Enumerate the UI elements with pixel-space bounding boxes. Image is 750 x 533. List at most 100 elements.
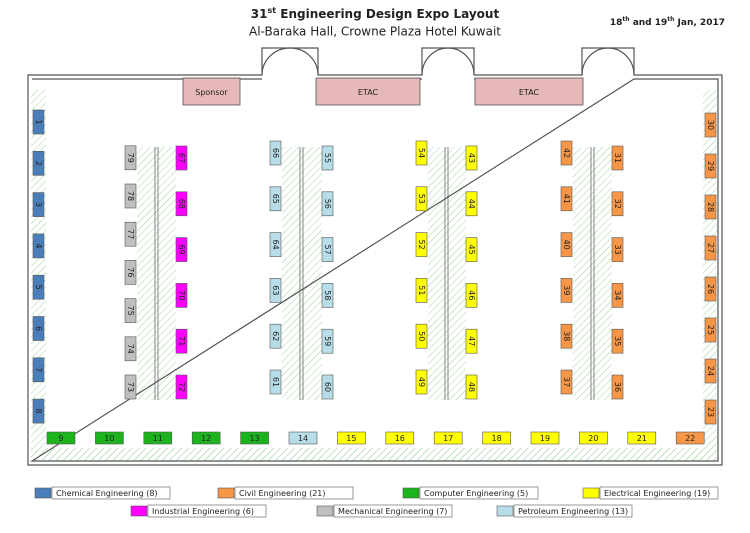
booth [465, 328, 478, 354]
booth [269, 323, 282, 349]
booth [415, 232, 428, 257]
booth-label: 46 [467, 290, 476, 300]
booth [288, 431, 318, 445]
booth [611, 328, 624, 354]
booth-label: 14 [298, 434, 308, 443]
legend-box [599, 486, 719, 500]
booth [321, 191, 334, 217]
booth [611, 283, 624, 308]
legend-box [51, 486, 171, 500]
legend-swatch [316, 505, 334, 517]
booth-label: 56 [323, 199, 332, 209]
booth [560, 140, 573, 166]
booth [32, 192, 45, 217]
booth-label: 6 [34, 326, 43, 331]
booth-label: 72 [177, 382, 186, 392]
booth-label: 17 [443, 434, 453, 443]
booth-label: 63 [271, 285, 280, 295]
booth [175, 328, 188, 354]
booth-label: 67 [177, 153, 186, 163]
booth [175, 237, 188, 262]
booth-label: 50 [417, 331, 426, 341]
booth [704, 194, 717, 220]
room-label: ETAC [519, 88, 540, 97]
booth [560, 369, 573, 395]
booth-label: 24 [706, 366, 715, 376]
booth-label: 37 [562, 377, 571, 387]
booth-label: 4 [34, 243, 43, 248]
title-rest: Engineering Design Expo Layout [276, 7, 499, 21]
booth [32, 398, 45, 424]
booth [415, 369, 428, 395]
booth [175, 283, 188, 308]
booth [143, 431, 173, 445]
booth-label: 71 [177, 336, 186, 346]
booth [124, 145, 137, 171]
title-sup: st [267, 6, 276, 15]
booth [175, 191, 188, 217]
booth [321, 145, 334, 171]
legend-label: Civil Engineering (21) [239, 489, 326, 498]
booth-label: 51 [417, 285, 426, 295]
booth-label: 33 [613, 245, 622, 255]
booth [240, 431, 269, 445]
booth [124, 260, 137, 285]
booth-label: 2 [34, 161, 43, 166]
booth-label: 53 [417, 194, 426, 204]
booth-label: 64 [271, 240, 280, 250]
legend-label: Industrial Engineering (6) [152, 507, 254, 516]
title: 31st Engineering Design Expo Layout [251, 6, 500, 21]
booth-label: 48 [467, 382, 476, 392]
booth [32, 109, 45, 135]
legend-box [147, 504, 267, 518]
booth [191, 431, 221, 445]
booth [124, 183, 137, 209]
legend-label: Mechanical Engineering (7) [338, 507, 447, 516]
booth-label: 16 [395, 434, 405, 443]
booth [704, 112, 717, 138]
booth [675, 431, 705, 445]
booth-label: 23 [706, 407, 715, 417]
booth-label: 35 [613, 336, 622, 346]
booth-label: 18 [492, 434, 502, 443]
booth-label: 7 [34, 367, 43, 372]
booth-label: 13 [250, 434, 260, 443]
booth [32, 357, 45, 383]
rooms: Sponsor ETAC ETAC [182, 77, 584, 106]
booth-label: 15 [346, 434, 356, 443]
booth [32, 316, 45, 341]
booth-label: 59 [323, 336, 332, 346]
booth-label: 44 [467, 199, 476, 209]
booth-label: 41 [562, 194, 571, 204]
booth [465, 145, 478, 171]
booth [579, 431, 608, 445]
booth [415, 186, 428, 212]
date-sup: th [667, 16, 674, 23]
hatching [31, 90, 717, 461]
booth-label: 73 [126, 382, 135, 392]
booth [465, 283, 478, 308]
booth [704, 235, 717, 261]
booth-label: 58 [323, 290, 332, 300]
booth [611, 191, 624, 217]
booth-label: 76 [126, 267, 135, 277]
booth [611, 374, 624, 400]
legend-box [333, 504, 453, 518]
booth [175, 374, 188, 400]
booth-label: 31 [613, 153, 622, 163]
booth [627, 431, 657, 445]
booth [560, 278, 573, 303]
legend-swatch [34, 487, 52, 499]
booth-label: 26 [706, 284, 715, 294]
legend-swatch [130, 505, 148, 517]
booth-label: 10 [104, 434, 114, 443]
date-sup: th [622, 16, 629, 23]
booth-label: 65 [271, 194, 280, 204]
room [182, 77, 241, 106]
room-label: ETAC [358, 88, 379, 97]
booth-label: 45 [467, 245, 476, 255]
booth [269, 232, 282, 257]
booth [321, 374, 334, 400]
booth-label: 20 [588, 434, 598, 443]
booth [482, 431, 511, 445]
